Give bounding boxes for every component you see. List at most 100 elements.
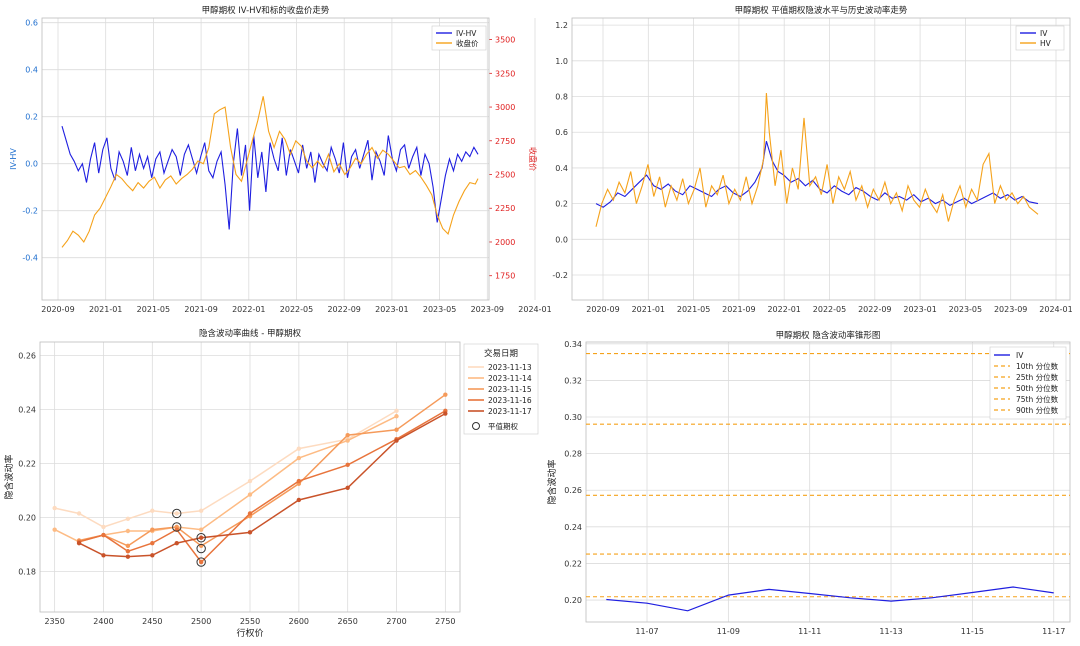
legend-label: 25th 分位数 xyxy=(1016,372,1059,382)
data-point xyxy=(150,527,155,532)
panel-iv-hv-price: -0.4 -0.2 0.0 0.2 0.4 0.6 2020-09 2021-01 2021-0… xyxy=(9,5,552,314)
y-axis-label: IV-HV xyxy=(9,148,18,170)
data-point xyxy=(394,427,399,432)
y-tick-label: 0.26 xyxy=(564,486,582,495)
legend-label: 2023-11-17 xyxy=(488,407,532,416)
data-point xyxy=(296,478,302,484)
legend-label: 75th 分位数 xyxy=(1016,394,1059,404)
legend-label: 50th 分位数 xyxy=(1016,383,1059,393)
data-point xyxy=(345,485,350,490)
series-line-1 xyxy=(595,92,1039,227)
x-tick-label: 2022-09 xyxy=(327,305,360,314)
y-tick-label: -0.2 xyxy=(22,207,38,216)
legend-label: 2023-11-15 xyxy=(488,385,532,394)
x-tick-label: 2021-05 xyxy=(137,305,170,314)
legend-box xyxy=(989,346,1067,420)
x-tick-label: 2650 xyxy=(337,617,357,626)
data-point xyxy=(101,524,106,530)
y-tick-label: 0.6 xyxy=(555,128,568,137)
atm-marker xyxy=(196,557,206,567)
data-point xyxy=(174,540,179,546)
x-tick-label: 2020-09 xyxy=(41,305,74,314)
y-tick-label: 0.22 xyxy=(18,460,36,469)
x-tick-label: 2021-09 xyxy=(184,305,217,314)
panel-iv-smile: 0.18 0.20 0.22 0.24 0.26 2350 2400 2450 2500 2550… xyxy=(3,328,539,639)
x-tick-label: 2021-01 xyxy=(632,305,665,314)
x-tick-label: 2550 xyxy=(240,617,260,626)
y-tick-label: 0.0 xyxy=(555,235,568,244)
data-point xyxy=(101,553,106,558)
x-tick-label: 2022-05 xyxy=(813,305,846,314)
x-tick-label: 11-11 xyxy=(798,627,821,636)
data-point xyxy=(198,559,204,565)
series-line-1 xyxy=(54,415,397,543)
chart-title: 甲醇期权 隐含波动率锥形图 xyxy=(776,330,881,341)
y-tick-label: 0.6 xyxy=(25,19,38,28)
atm-marker xyxy=(172,508,182,519)
y-tick-label: 1.0 xyxy=(555,57,568,66)
y-tick-label: 0.34 xyxy=(564,340,582,349)
data-point xyxy=(150,540,155,546)
series-line-0 xyxy=(61,125,479,230)
y-tick-label: 0.26 xyxy=(18,352,36,361)
y2-tick-label: 2250 xyxy=(495,204,515,213)
x-tick-label: 11-15 xyxy=(961,627,984,636)
legend: 交易日期 2023-11-13 2023-11-14 2023-11-15 2023-1… xyxy=(463,343,539,435)
atm-marker xyxy=(196,533,206,543)
y-tick-label: 0.4 xyxy=(25,66,38,75)
x-tick-label: 2023-01 xyxy=(375,305,408,314)
legend-box xyxy=(431,25,487,51)
atm-marker xyxy=(172,522,182,532)
data-point xyxy=(345,432,350,438)
data-point xyxy=(394,408,399,414)
data-point xyxy=(125,528,131,534)
data-point xyxy=(174,511,179,516)
data-point xyxy=(247,478,253,484)
data-point xyxy=(296,497,302,503)
y-tick-label: 0.28 xyxy=(564,450,582,459)
y-tick-label: -0.2 xyxy=(552,271,568,280)
y-tick-label: 0.20 xyxy=(18,514,36,523)
y2-tick-label: 3500 xyxy=(495,36,515,45)
x-tick-label: 2023-05 xyxy=(423,305,456,314)
x-tick-label: 2023-01 xyxy=(903,305,936,314)
chart-title: 甲醇期权 IV-HV和标的收盘价走势 xyxy=(202,5,330,16)
x-tick-label: 11-07 xyxy=(635,627,658,636)
data-point xyxy=(76,511,82,516)
y2-tick-label: 3250 xyxy=(495,69,515,78)
series-line-0 xyxy=(606,586,1054,612)
y-tick-label: 0.2 xyxy=(25,113,38,122)
data-point xyxy=(443,411,448,416)
y-tick-label: 0.24 xyxy=(18,406,36,415)
atm-marker xyxy=(196,543,206,554)
legend-title: 交易日期 xyxy=(484,348,518,359)
data-point xyxy=(345,462,350,468)
x-tick-label: 2022-01 xyxy=(767,305,800,314)
data-point xyxy=(394,438,399,443)
y-tick-label: 1.2 xyxy=(555,21,568,30)
data-point xyxy=(150,553,155,558)
y2-tick-label: 3000 xyxy=(495,103,515,112)
chart-title: 甲醇期权 平值期权隐波水平与历史波动率走势 xyxy=(735,5,908,16)
y2-tick-label: 2750 xyxy=(495,137,515,146)
legend-label: IV xyxy=(1016,351,1024,360)
legend-label: HV xyxy=(1040,39,1052,48)
x-tick-label: 2021-05 xyxy=(677,305,710,314)
plot-frame xyxy=(571,17,1071,301)
x-tick-label: 2021-01 xyxy=(89,305,122,314)
y-tick-label: 0.32 xyxy=(564,376,582,385)
legend-label: 90th 分位数 xyxy=(1016,405,1059,415)
x-tick-label: 2350 xyxy=(44,617,64,626)
legend-box xyxy=(1015,25,1065,51)
data-point xyxy=(101,532,106,538)
x-tick-label: 2023-05 xyxy=(949,305,982,314)
plot-frame xyxy=(41,17,490,301)
y-tick-label: 0.22 xyxy=(564,559,582,568)
data-point xyxy=(247,492,253,497)
x-tick-label: 2024-01 xyxy=(1039,305,1072,314)
series-line-1 xyxy=(61,96,479,248)
y-tick-label: 0.18 xyxy=(18,568,36,577)
series-line-0 xyxy=(595,141,1039,208)
x-tick-label: 11-17 xyxy=(1042,627,1065,636)
panel-iv-hv: -0.2 0.0 0.2 0.4 0.6 0.8 1.0 1.2 2020-09 2021-01 2… xyxy=(552,5,1072,314)
